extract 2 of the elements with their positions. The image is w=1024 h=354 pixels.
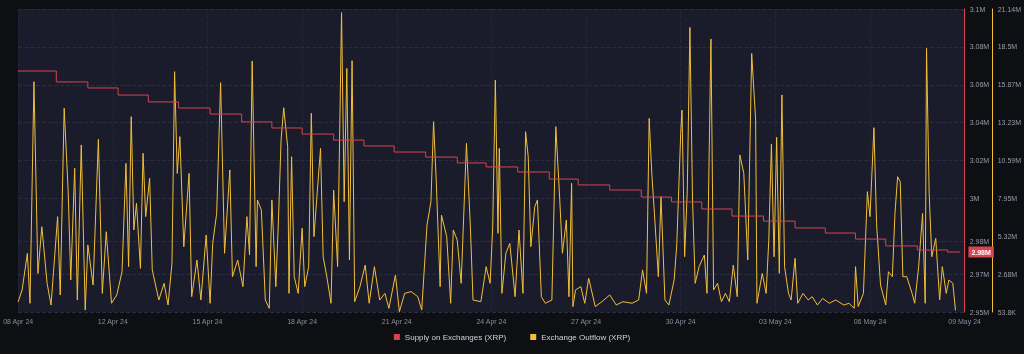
legend-label: Supply on Exchanges (XRP) <box>404 332 507 342</box>
legend-label: Exchange Outflow (XRP) <box>541 332 631 342</box>
